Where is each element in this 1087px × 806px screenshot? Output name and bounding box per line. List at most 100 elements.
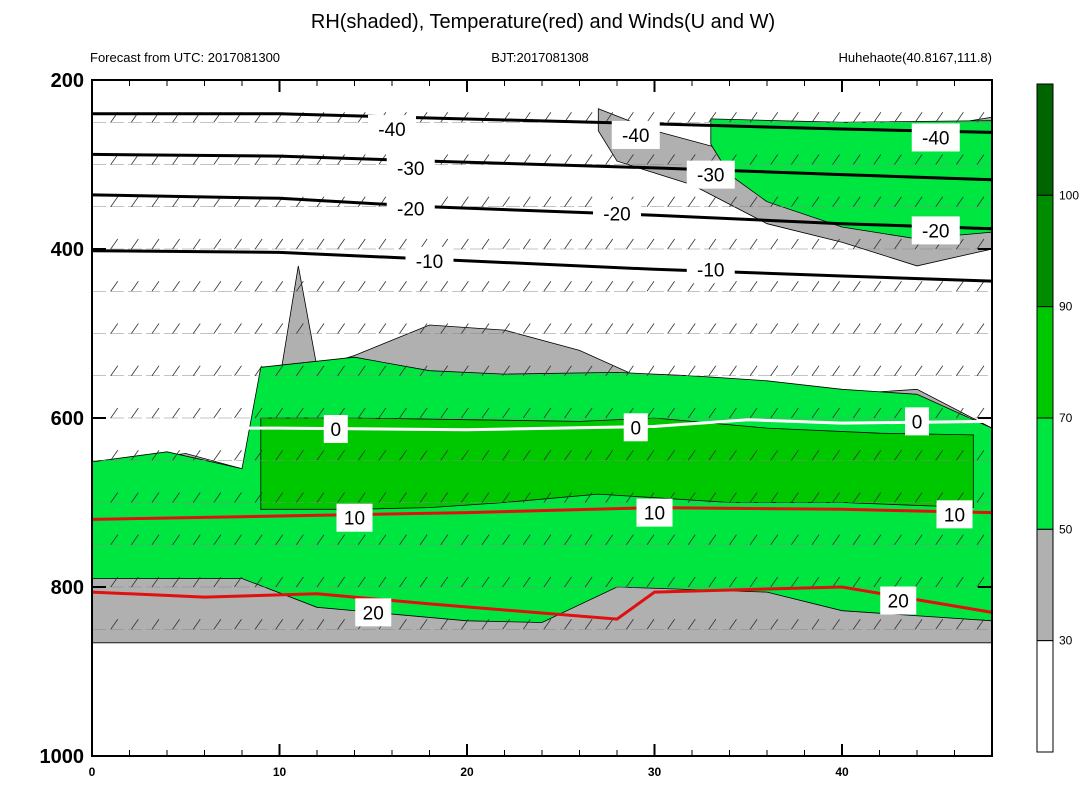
wind-barb-750-10 <box>399 534 407 545</box>
wind-barb-550-6 <box>440 365 449 376</box>
wind-barb-250-0 <box>832 112 840 123</box>
wind-barb-550-6 <box>461 365 469 376</box>
wind-barb-550-6 <box>357 365 366 376</box>
contour-label-text: -30 <box>697 166 724 187</box>
wind-barb-550-6 <box>729 365 737 376</box>
wind-barb-750-10 <box>440 534 449 545</box>
wind-barb-750-10 <box>110 534 119 545</box>
wind-barb-400-3 <box>791 238 799 250</box>
wind-barb-600-7 <box>894 407 902 419</box>
wind-barb-800-11 <box>543 576 552 588</box>
wind-barb-450-4 <box>234 281 242 292</box>
wind-barb-650-8 <box>626 450 634 461</box>
wind-barb-600-7 <box>357 407 366 419</box>
wind-barb-350-2 <box>172 196 180 207</box>
wind-barb-800-11 <box>522 576 531 588</box>
wind-barb-700-9 <box>584 492 593 503</box>
wind-barb-800-11 <box>770 576 779 588</box>
contour-label-text: -10 <box>416 252 443 273</box>
wind-barb-850-12 <box>935 619 944 630</box>
wind-barb-550-6 <box>852 365 861 376</box>
wind-barb-800-11 <box>956 576 964 588</box>
wind-barb-650-8 <box>749 450 758 461</box>
wind-barb-250-0 <box>956 112 964 123</box>
wind-barb-700-9 <box>729 492 737 503</box>
wind-barb-350-2 <box>873 196 882 207</box>
contour-label-box <box>880 586 917 615</box>
wind-barb-700-9 <box>151 492 160 503</box>
contour-label-8: -10 <box>405 246 454 275</box>
wind-barb-800-11 <box>172 576 180 588</box>
wind-barb-600-7 <box>151 407 160 419</box>
contour-label-text: 20 <box>888 592 909 613</box>
wind-barb-350-2 <box>110 196 119 207</box>
contour-label-5: -20 <box>386 194 435 223</box>
wind-barb-400-3 <box>151 238 160 250</box>
wind-barb-250-0 <box>626 112 634 123</box>
wind-barb-850-12 <box>956 619 964 630</box>
wind-barb-550-6 <box>894 365 902 376</box>
wind-barb-500-5 <box>254 323 263 334</box>
wind-barb-750-10 <box>419 534 428 545</box>
wind-barb-450-4 <box>481 281 490 292</box>
wind-barb-700-9 <box>894 492 902 503</box>
wind-barb-800-11 <box>811 576 820 588</box>
wind-barb-500-5 <box>687 323 696 334</box>
wind-barb-550-6 <box>584 365 593 376</box>
contour-label-box <box>386 153 435 182</box>
wind-barb-800-11 <box>481 576 490 588</box>
wind-barb-600-7 <box>172 407 180 419</box>
wind-barb-650-8 <box>151 450 160 461</box>
wind-barb-850-12 <box>234 619 242 630</box>
wind-barb-650-8 <box>791 450 799 461</box>
contour-label-text: 0 <box>630 418 641 439</box>
contour-label-14: 10 <box>636 498 673 527</box>
wind-barb-300-1 <box>564 154 572 165</box>
wind-barb-650-8 <box>502 450 510 461</box>
wind-barb-450-4 <box>131 281 139 292</box>
wind-barb-650-8 <box>481 450 490 461</box>
wind-barb-650-8 <box>213 450 222 461</box>
wind-barb-550-6 <box>110 365 119 376</box>
wind-barb-550-6 <box>749 365 758 376</box>
wind-barb-450-4 <box>419 281 428 292</box>
wind-barb-350-2 <box>646 196 655 207</box>
chart-title: RH(shaded), Temperature(red) and Winds(U… <box>311 11 775 33</box>
wind-barb-400-3 <box>749 238 758 250</box>
wind-barb-700-9 <box>275 492 284 503</box>
wind-barb-650-8 <box>605 450 614 461</box>
wind-barb-600-7 <box>605 407 614 419</box>
contour-label-17: 20 <box>880 586 917 615</box>
wind-barb-450-4 <box>791 281 799 292</box>
wind-barb-650-8 <box>543 450 552 461</box>
wind-barb-450-4 <box>832 281 840 292</box>
wind-barb-700-9 <box>770 492 779 503</box>
wind-barb-250-0 <box>646 112 655 123</box>
wind-barb-600-7 <box>522 407 531 419</box>
wind-barb-850-12 <box>770 619 779 630</box>
wind-barb-450-4 <box>894 281 902 292</box>
wind-barb-550-6 <box>234 365 242 376</box>
wind-barb-700-9 <box>254 492 263 503</box>
wind-barb-650-8 <box>419 450 428 461</box>
wind-barb-600-7 <box>378 407 387 419</box>
wind-barb-600-7 <box>667 407 675 419</box>
wind-barb-600-7 <box>419 407 428 419</box>
wind-barb-450-4 <box>192 281 201 292</box>
wind-barb-650-8 <box>192 450 201 461</box>
wind-barb-300-1 <box>873 154 882 165</box>
wind-barb-550-6 <box>151 365 160 376</box>
wind-barb-700-9 <box>378 492 387 503</box>
wind-barb-700-9 <box>337 492 345 503</box>
wind-barb-400-3 <box>894 238 902 250</box>
wind-barb-800-11 <box>667 576 675 588</box>
contour-label-16: 20 <box>355 598 392 627</box>
wind-barb-800-11 <box>646 576 655 588</box>
wind-barb-650-8 <box>811 450 820 461</box>
wind-barb-800-11 <box>832 576 840 588</box>
contour-label-box <box>905 407 929 436</box>
wind-barb-250-0 <box>873 112 882 123</box>
wind-barb-350-2 <box>564 196 572 207</box>
contour-label-box <box>336 503 373 532</box>
